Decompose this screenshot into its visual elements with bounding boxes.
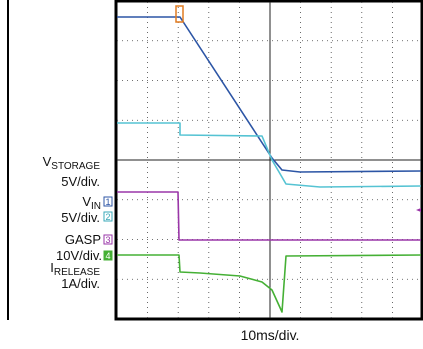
marker: 3 bbox=[105, 235, 110, 245]
label: 1A/div. bbox=[61, 276, 100, 291]
trace-vin bbox=[117, 122, 422, 188]
trace-vstorage bbox=[117, 16, 422, 173]
marker: 4 bbox=[105, 251, 110, 261]
channel-labels: VSTORAGE 5V/div. VIN 5V/div. GASP 10V/di… bbox=[43, 154, 102, 291]
label: GASP bbox=[65, 232, 101, 247]
marker-box bbox=[103, 250, 113, 261]
label: VSTORAGE bbox=[43, 154, 101, 172]
trigger-marker bbox=[175, 5, 184, 23]
label: 5V/div. bbox=[61, 174, 100, 189]
trace-gasp bbox=[117, 191, 421, 241]
trace-irelease bbox=[117, 254, 422, 313]
marker: 2 bbox=[105, 212, 110, 222]
label: 10V/div. bbox=[56, 248, 102, 263]
marker-box bbox=[103, 196, 113, 207]
label: IRELEASE bbox=[50, 260, 100, 278]
marker-box bbox=[103, 234, 113, 245]
label: 5V/div. bbox=[61, 210, 100, 225]
timebase: 10ms/div. bbox=[241, 327, 300, 343]
label: VIN bbox=[82, 194, 101, 212]
level-marker bbox=[416, 208, 421, 212]
traces bbox=[117, 16, 422, 313]
channel-markers: 1 2 3 4 bbox=[103, 196, 113, 261]
marker: 1 bbox=[105, 197, 110, 207]
marker-box bbox=[103, 211, 113, 222]
